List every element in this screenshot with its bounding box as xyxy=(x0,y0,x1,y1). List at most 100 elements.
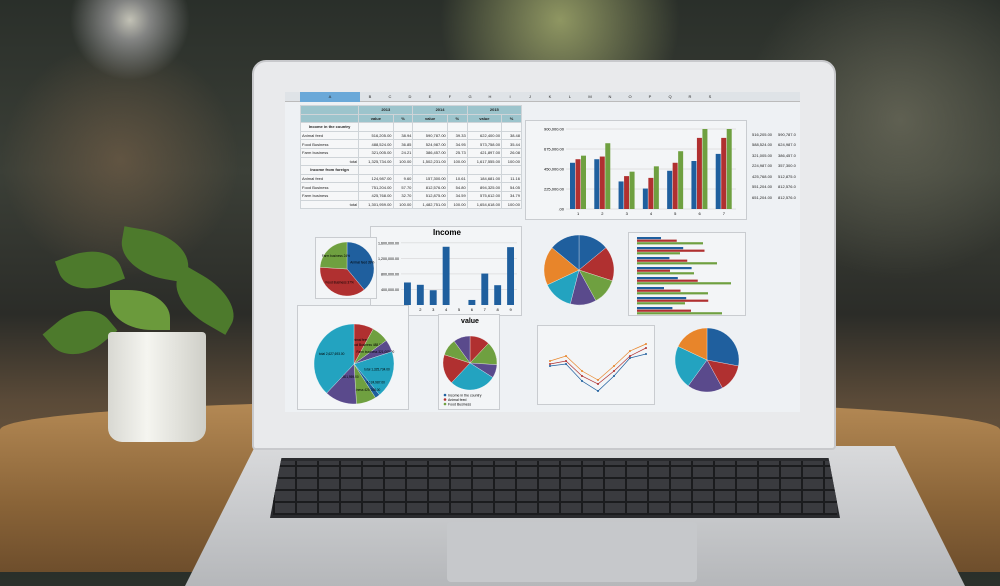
table-cell: 524,987.00 xyxy=(412,139,448,149)
data-point xyxy=(565,363,567,365)
bar xyxy=(629,171,635,209)
table-cell: 34.95 xyxy=(446,139,468,149)
table-cell: 894,325.00 xyxy=(466,182,503,192)
legend-label: Income in the country xyxy=(448,393,482,397)
bar xyxy=(570,162,575,209)
bar xyxy=(715,153,721,209)
bar xyxy=(624,176,630,209)
keyboard[interactable] xyxy=(270,458,840,518)
table-cell: 1,654,618.00 xyxy=(466,199,503,210)
bar xyxy=(637,272,694,275)
table-cell: 421,897.00 xyxy=(466,147,503,158)
slice-label: total 2,627,693.00 xyxy=(319,352,345,356)
table-row: Animal feed 516,205.00 38.94 590,787.00 39.3… xyxy=(299,130,522,141)
bar xyxy=(637,299,709,302)
x-tick-label: 5 xyxy=(458,307,461,312)
grouped-bar-chart[interactable]: 900,000.00 675,000.00 450,000.00 225,000.00… xyxy=(525,120,747,220)
table-cell: 573,758.00 xyxy=(466,139,503,149)
bar xyxy=(691,161,697,209)
y-tick-label: 800,000.00 xyxy=(381,272,399,276)
table-cell: 1,325,734.00 xyxy=(358,156,394,167)
bar xyxy=(594,159,600,209)
table-cell: 425,768.00 xyxy=(358,190,394,201)
pie-chart-small[interactable]: Animal feed 39% Food Business 37% Farm bus… xyxy=(315,237,377,299)
bar xyxy=(637,257,670,260)
column-header: M xyxy=(588,94,592,99)
legend-marker xyxy=(443,393,447,397)
legend-marker xyxy=(443,402,447,406)
bar xyxy=(404,282,411,305)
pie-slice xyxy=(319,241,348,270)
bar xyxy=(637,289,681,292)
line-chart[interactable] xyxy=(537,325,655,405)
cell xyxy=(501,165,522,175)
table-cell: Farm business xyxy=(299,147,360,158)
table-row: Farm business 321,005.00 24.21 386,457.00 25… xyxy=(299,147,522,158)
y-tick-label: .00 xyxy=(558,207,564,212)
bar xyxy=(618,181,624,209)
section-title: Income in the country xyxy=(299,122,360,132)
table-cell: 184,681.00 xyxy=(466,173,503,184)
table-row: total 1,325,734.00 100.00 1,502,231.00 100.0… xyxy=(299,156,522,167)
x-tick-label: 8 xyxy=(497,307,500,312)
pie-chart-right[interactable] xyxy=(541,232,617,308)
x-tick-label: 9 xyxy=(509,307,512,312)
cell xyxy=(358,122,394,132)
cell xyxy=(446,122,468,132)
sub-header-cell: % xyxy=(501,113,522,124)
column-header: N xyxy=(608,94,612,99)
table-cell: Animal feed xyxy=(299,173,360,184)
table-row: 551,204.00 812,576.0 xyxy=(750,183,798,192)
table-cell: 425,768.00 xyxy=(752,173,773,179)
table-cell: 100.00 xyxy=(446,156,468,167)
income-bar-chart[interactable]: Income 1,600,000.00 1,200,000.00 800,000.00… xyxy=(370,226,522,316)
y-tick-label: 450,000.00 xyxy=(544,167,565,172)
column-header: O xyxy=(628,94,632,99)
table-cell: 100.00 xyxy=(446,199,468,210)
table-cell: 9.60 xyxy=(392,173,414,184)
income-table: 2013 2014 2015 value% value% value% Income in … xyxy=(299,105,523,210)
table-cell: 1,502,231.00 xyxy=(412,156,448,167)
pie-chart-bottom-right[interactable] xyxy=(673,326,743,396)
column-header: G xyxy=(468,94,472,99)
data-point xyxy=(613,375,615,377)
table-cell: 100.00 xyxy=(501,199,522,210)
cell xyxy=(412,165,448,175)
year-header-row: 2013 2014 2015 xyxy=(299,105,523,115)
table-cell: 1,301,959.00 xyxy=(358,199,394,210)
table-cell: 157,300.00 xyxy=(412,173,448,184)
column-header: S xyxy=(708,94,712,99)
bar xyxy=(637,279,698,282)
cell xyxy=(466,165,503,175)
pie-slice xyxy=(353,351,395,396)
trackpad[interactable] xyxy=(447,522,697,582)
sub-header-cell: value xyxy=(358,113,394,124)
horizontal-bar-chart[interactable] xyxy=(628,232,746,316)
x-tick-label: 2 xyxy=(419,307,422,312)
bar xyxy=(416,284,424,305)
bar xyxy=(648,177,654,209)
bar xyxy=(637,249,705,252)
data-point xyxy=(645,347,647,349)
bar xyxy=(637,252,680,255)
column-header: L xyxy=(568,94,572,99)
column-header: F xyxy=(448,94,452,99)
table-cell: 321,005.00 xyxy=(358,147,394,158)
table-cell: 34.59 xyxy=(446,190,468,201)
bar xyxy=(726,129,732,209)
table-cell: Food Business xyxy=(299,139,360,149)
table-cell: 224,987.00 xyxy=(752,163,773,169)
bar xyxy=(637,292,708,295)
table-cell: 751,204.00 xyxy=(358,182,394,192)
sub-header-cell: % xyxy=(392,113,414,124)
bar xyxy=(637,262,717,265)
sub-header-cell: % xyxy=(446,113,468,124)
bar xyxy=(481,273,489,305)
x-tick-label: 6 xyxy=(698,211,701,216)
cell xyxy=(358,165,394,175)
table-row: 516,205.00 590,787.0 xyxy=(750,130,798,139)
cell xyxy=(501,122,522,132)
slice-label: total 1,325,734.00 xyxy=(364,368,390,372)
